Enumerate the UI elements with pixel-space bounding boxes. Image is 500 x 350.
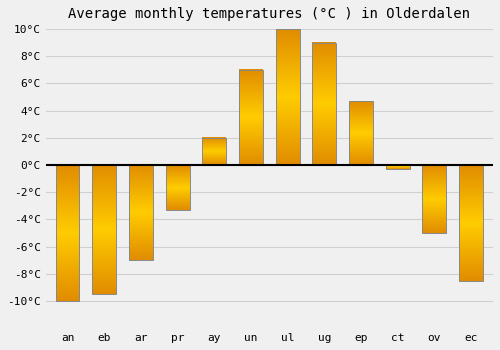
Bar [312, 43, 336, 165]
Bar [92, 165, 116, 294]
Bar [129, 165, 153, 260]
Bar [56, 165, 80, 301]
Bar [202, 138, 226, 165]
Title: Average monthly temperatures (°C ) in Olderdalen: Average monthly temperatures (°C ) in Ol… [68, 7, 470, 21]
Bar [386, 165, 409, 169]
Bar [459, 165, 483, 281]
Bar [166, 165, 190, 210]
Bar [239, 70, 263, 165]
Bar [422, 165, 446, 233]
Bar [349, 101, 373, 165]
Bar [276, 29, 299, 165]
